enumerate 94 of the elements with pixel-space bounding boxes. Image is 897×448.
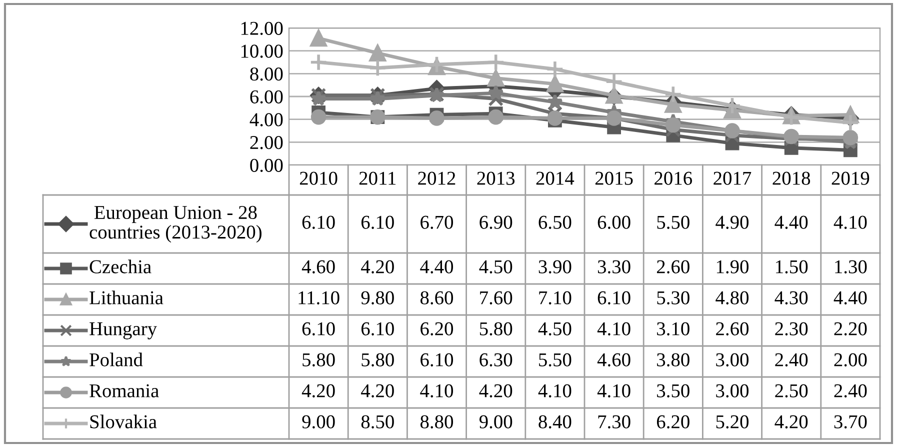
- data-label: 4.10: [834, 216, 867, 229]
- y-tick-label: 4.00: [250, 113, 283, 126]
- data-label: 5.80: [480, 322, 512, 336]
- y-tick-label: 12.00: [241, 22, 283, 36]
- data-label: 4.40: [834, 291, 867, 304]
- legend-label: Poland: [90, 352, 143, 366]
- data-label: 7.10: [539, 291, 572, 304]
- data-label: 5.80: [302, 353, 335, 366]
- data-label: 4.20: [302, 384, 335, 398]
- data-label: 8.80: [420, 415, 454, 428]
- data-label: 2.50: [775, 384, 808, 398]
- data-label: 4.90: [716, 216, 749, 229]
- legend-label: Lithuania: [90, 290, 164, 304]
- data-label: 6.30: [480, 353, 512, 366]
- data-label: 9.00: [302, 415, 335, 428]
- data-label: 3.50: [657, 384, 690, 398]
- data-label: 6.90: [480, 216, 512, 229]
- data-label: 6.00: [598, 216, 630, 229]
- data-label: 2.40: [834, 384, 867, 398]
- data-label: 4.20: [361, 384, 394, 398]
- data-label: 3.90: [538, 260, 572, 274]
- data-label: 2.30: [775, 322, 808, 336]
- data-label: 4.20: [479, 384, 512, 398]
- data-label: 6.70: [420, 216, 454, 229]
- x-tick-label: 2018: [772, 172, 810, 185]
- data-label: 3.70: [834, 415, 867, 428]
- data-label: 4.10: [420, 384, 454, 398]
- y-tick-label: 10.00: [241, 44, 283, 58]
- data-label: 4.10: [538, 384, 572, 398]
- legend-label: European Union - 28 countries (2013-2020): [90, 206, 262, 243]
- data-label: 5.20: [716, 415, 749, 428]
- x-tick-label: 2017: [714, 172, 752, 185]
- data-label: 3.10: [657, 322, 690, 336]
- data-label: 3.00: [716, 353, 749, 366]
- data-label: 4.20: [774, 415, 808, 428]
- x-tick-label: 2015: [595, 172, 633, 185]
- data-label: 4.80: [716, 291, 749, 304]
- data-label: 6.10: [302, 216, 335, 229]
- data-label: 4.20: [361, 260, 394, 274]
- data-label: 4.40: [774, 216, 808, 229]
- data-label: 4.60: [302, 260, 335, 274]
- data-label: 2.60: [716, 322, 749, 336]
- data-label: 6.20: [420, 322, 454, 336]
- data-label: 1.90: [716, 260, 749, 274]
- data-label: 9.00: [479, 415, 512, 428]
- x-tick-label: 2019: [832, 172, 870, 185]
- data-label: 2.20: [834, 322, 867, 336]
- x-tick-label: 2016: [654, 172, 692, 185]
- data-label: 4.10: [597, 322, 630, 336]
- y-tick-label: 0.00: [250, 158, 283, 172]
- data-label: 6.10: [420, 353, 454, 366]
- data-label: 6.10: [302, 322, 335, 336]
- data-label: 4.40: [420, 260, 454, 274]
- data-label: 11.10: [298, 291, 340, 304]
- data-label: 8.60: [420, 291, 454, 304]
- data-label: 8.50: [361, 415, 394, 428]
- legend-label: Hungary: [90, 322, 157, 340]
- data-label: 1.50: [776, 260, 808, 274]
- data-label: 4.50: [479, 260, 512, 274]
- data-label: 6.50: [538, 216, 572, 229]
- legend-label: Romania: [90, 384, 159, 398]
- x-tick-label: 2013: [477, 172, 515, 185]
- x-tick-label: 2011: [359, 172, 396, 185]
- data-label: 4.50: [538, 322, 572, 336]
- x-tick-label: 2012: [418, 172, 456, 185]
- data-label: 6.10: [598, 291, 630, 304]
- data-label: 2.60: [656, 260, 690, 274]
- data-label: 5.50: [539, 353, 572, 366]
- data-label: 9.80: [361, 291, 394, 304]
- data-label: 4.10: [597, 384, 630, 398]
- data-label: 4.60: [597, 353, 630, 366]
- data-label: 3.00: [716, 384, 749, 398]
- data-label: 6.10: [361, 322, 394, 336]
- data-label: 3.30: [598, 260, 630, 274]
- data-label: 1.30: [835, 260, 867, 274]
- data-label: 5.80: [362, 353, 394, 366]
- x-tick-label: 2014: [536, 172, 574, 185]
- y-tick-label: 8.00: [250, 67, 283, 81]
- x-tick-label: 2010: [300, 172, 338, 185]
- y-tick-label: 2.00: [250, 136, 283, 150]
- data-label: 3.80: [657, 353, 690, 366]
- data-label: 4.30: [774, 291, 808, 304]
- data-label: 2.00: [834, 353, 867, 366]
- data-label: 6.10: [361, 216, 394, 229]
- legend-label: Slovakia: [90, 414, 157, 428]
- data-label: 5.50: [657, 216, 690, 229]
- data-label: 6.20: [656, 415, 690, 428]
- y-tick-label: 6.00: [250, 90, 283, 104]
- data-label: 7.30: [598, 415, 630, 428]
- data-label: 8.40: [538, 415, 572, 428]
- legend-label: Czechia: [90, 260, 152, 274]
- data-label: 2.40: [775, 353, 808, 366]
- data-label: 7.60: [480, 291, 512, 304]
- data-label: 5.30: [657, 291, 690, 304]
